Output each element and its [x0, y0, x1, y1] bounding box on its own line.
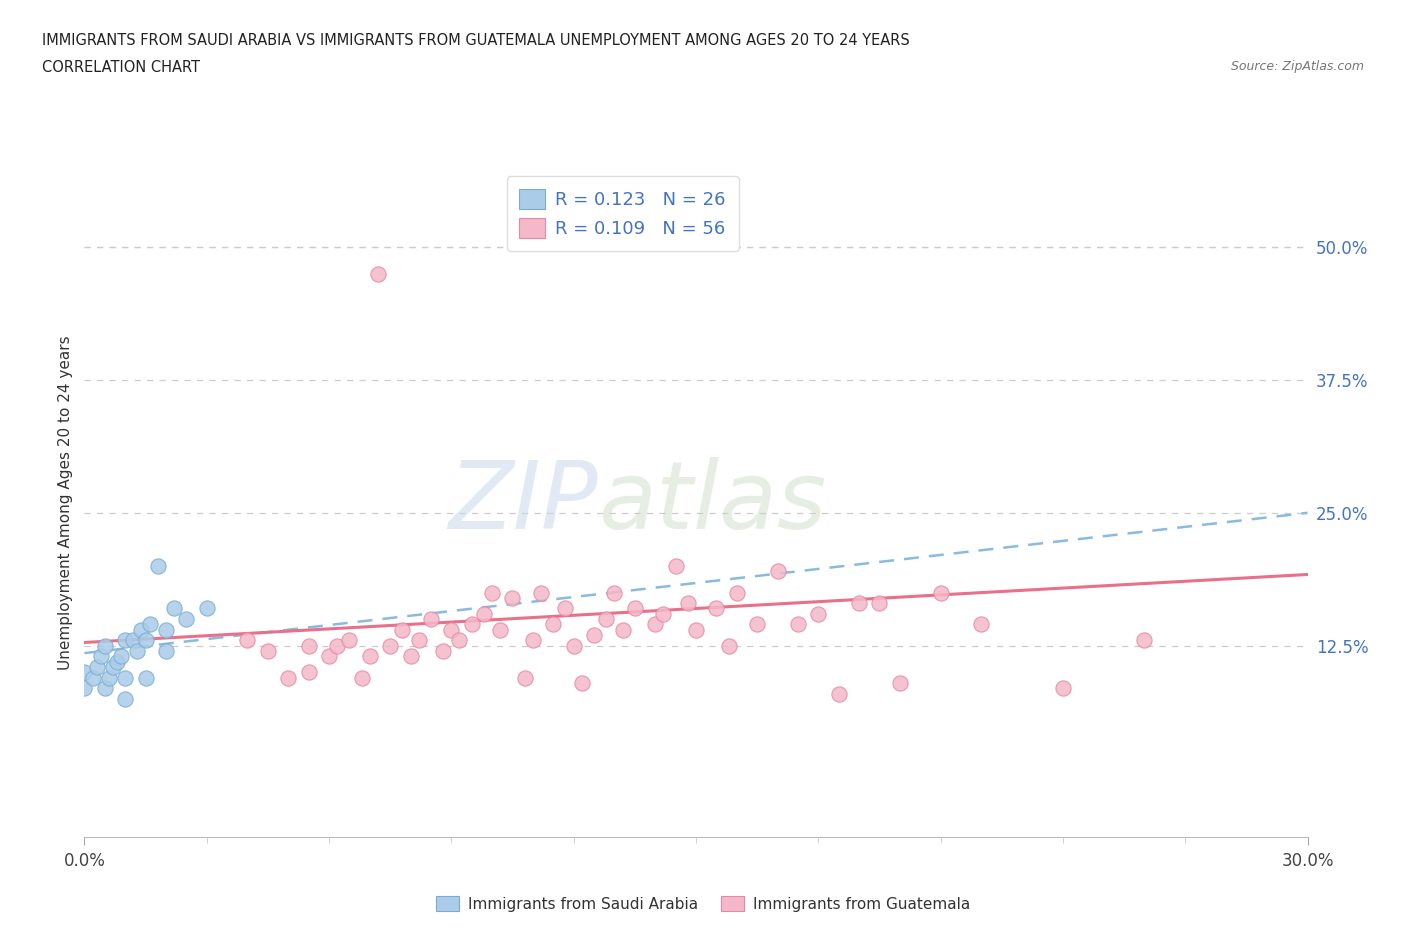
Point — [114, 671, 136, 685]
Text: atlas: atlas — [598, 457, 827, 548]
Point — [1133, 633, 1156, 648]
Point — [82, 671, 104, 685]
Point — [114, 633, 136, 648]
Point — [766, 564, 789, 578]
Point — [105, 654, 128, 669]
Point — [350, 671, 373, 685]
Legend: R = 0.123   N = 26, R = 0.109   N = 56: R = 0.123 N = 26, R = 0.109 N = 56 — [506, 177, 738, 250]
Point — [97, 671, 120, 685]
Point — [530, 585, 553, 600]
Point — [277, 671, 299, 685]
Point — [472, 606, 495, 621]
Text: ZIP: ZIP — [449, 457, 598, 548]
Point — [665, 559, 688, 574]
Point — [571, 675, 593, 690]
Point — [93, 638, 117, 653]
Point — [326, 638, 349, 653]
Point — [408, 633, 430, 648]
Point — [869, 596, 891, 611]
Point — [420, 612, 443, 627]
Point — [685, 622, 707, 637]
Point — [603, 585, 626, 600]
Point — [706, 601, 728, 616]
Point — [155, 644, 177, 658]
Point — [73, 665, 96, 680]
Point — [318, 649, 340, 664]
Point — [127, 644, 149, 658]
Point — [676, 596, 699, 611]
Point — [562, 638, 585, 653]
Point — [583, 628, 606, 643]
Point — [481, 585, 503, 600]
Text: IMMIGRANTS FROM SAUDI ARABIA VS IMMIGRANTS FROM GUATEMALA UNEMPLOYMENT AMONG AGE: IMMIGRANTS FROM SAUDI ARABIA VS IMMIGRAN… — [42, 33, 910, 47]
Point — [502, 591, 524, 605]
Point — [73, 681, 96, 696]
Point — [195, 601, 218, 616]
Point — [367, 266, 389, 281]
Point — [432, 644, 454, 658]
Point — [889, 675, 911, 690]
Point — [725, 585, 748, 600]
Point — [828, 686, 851, 701]
Point — [449, 633, 471, 648]
Point — [339, 633, 361, 648]
Point — [380, 638, 402, 653]
Point — [522, 633, 544, 648]
Point — [163, 601, 186, 616]
Y-axis label: Unemployment Among Ages 20 to 24 years: Unemployment Among Ages 20 to 24 years — [58, 335, 73, 670]
Point — [131, 622, 153, 637]
Point — [90, 649, 112, 664]
Point — [612, 622, 634, 637]
Point — [513, 671, 536, 685]
Point — [236, 633, 259, 648]
Point — [176, 612, 198, 627]
Point — [135, 633, 157, 648]
Point — [93, 681, 117, 696]
Point — [624, 601, 647, 616]
Point — [298, 638, 321, 653]
Point — [257, 644, 280, 658]
Text: Source: ZipAtlas.com: Source: ZipAtlas.com — [1230, 60, 1364, 73]
Point — [359, 649, 381, 664]
Point — [595, 612, 617, 627]
Point — [110, 649, 132, 664]
Point — [135, 671, 157, 685]
Legend: Immigrants from Saudi Arabia, Immigrants from Guatemala: Immigrants from Saudi Arabia, Immigrants… — [430, 890, 976, 918]
Point — [970, 617, 993, 631]
Point — [489, 622, 512, 637]
Point — [1052, 681, 1074, 696]
Point — [652, 606, 675, 621]
Point — [399, 649, 422, 664]
Point — [122, 633, 145, 648]
Point — [391, 622, 413, 637]
Point — [787, 617, 810, 631]
Point — [114, 691, 136, 706]
Point — [929, 585, 952, 600]
Point — [717, 638, 740, 653]
Point — [138, 617, 160, 631]
Point — [146, 559, 169, 574]
Point — [554, 601, 576, 616]
Point — [155, 622, 177, 637]
Point — [298, 665, 321, 680]
Point — [747, 617, 769, 631]
Point — [86, 659, 108, 674]
Point — [807, 606, 830, 621]
Text: CORRELATION CHART: CORRELATION CHART — [42, 60, 200, 75]
Point — [644, 617, 666, 631]
Point — [101, 659, 124, 674]
Point — [543, 617, 565, 631]
Point — [440, 622, 463, 637]
Point — [848, 596, 870, 611]
Point — [461, 617, 484, 631]
